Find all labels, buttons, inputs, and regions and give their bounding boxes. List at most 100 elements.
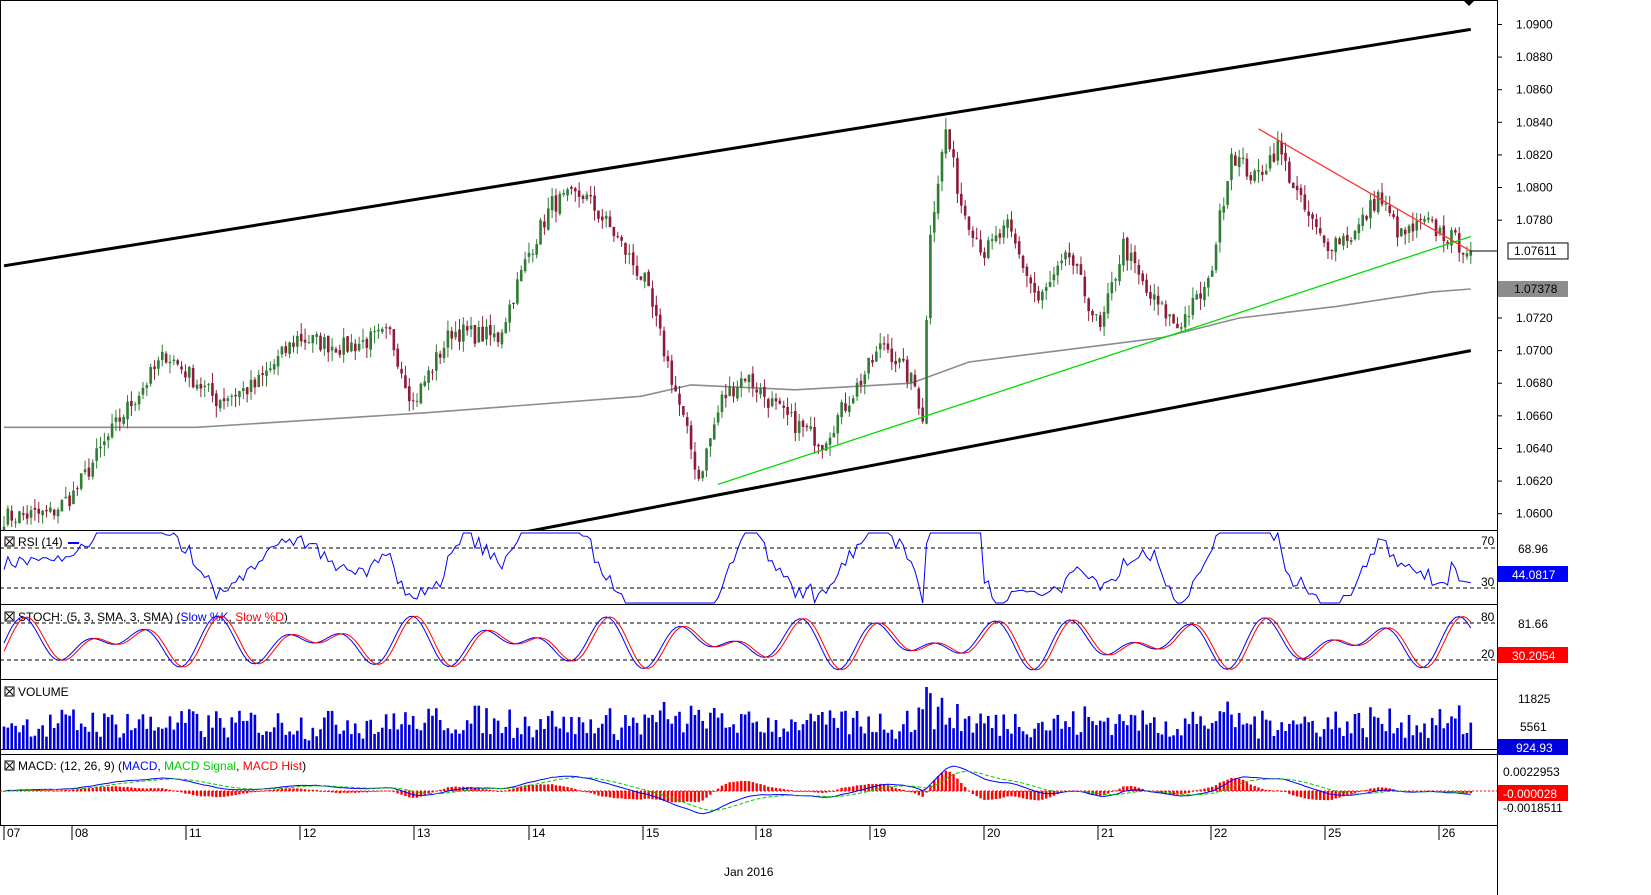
volume-panel[interactable]: VOLUME 11825 5561 924.93 bbox=[0, 685, 1568, 755]
candle-body bbox=[550, 196, 554, 211]
candle-body bbox=[828, 437, 832, 445]
macd-hist-bar bbox=[743, 781, 747, 791]
volume-bar bbox=[612, 734, 616, 749]
volume-bar bbox=[952, 728, 955, 749]
volume-bar bbox=[570, 716, 573, 749]
volume-bar bbox=[184, 722, 187, 749]
candle-body bbox=[1014, 233, 1017, 244]
volume-bar bbox=[353, 723, 357, 749]
macd-hist-bar bbox=[620, 791, 623, 799]
volume-bar bbox=[411, 715, 415, 749]
macd-hist-bar bbox=[1010, 791, 1013, 797]
candle-body bbox=[840, 402, 843, 418]
macd-hist-bar bbox=[705, 791, 708, 798]
volume-bar bbox=[797, 730, 801, 749]
stoch-panel[interactable]: STOCH: (5, 3, SMA, 3, SMA) (Slow %K, Slo… bbox=[0, 610, 1568, 671]
rsi-panel[interactable]: RSI (14) 70 30 68.96 44.0817 bbox=[0, 531, 1568, 605]
macd-hist-bar bbox=[1199, 789, 1202, 791]
macd-hist-bar bbox=[1292, 791, 1295, 796]
candle-body bbox=[1203, 286, 1206, 301]
macd-hist-bar bbox=[956, 778, 959, 791]
candle-body bbox=[1330, 249, 1334, 251]
candle-body bbox=[948, 129, 951, 150]
volume-bar bbox=[419, 730, 423, 749]
macd-hist-bar bbox=[740, 780, 743, 791]
macd-panel[interactable]: MACD: (12, 26, 9) (MACD, MACD Signal, MA… bbox=[0, 759, 1568, 815]
volume-bar bbox=[763, 732, 766, 749]
candle-body bbox=[1226, 181, 1229, 205]
volume-bar bbox=[979, 713, 982, 749]
macd-label-prefix: MACD: (12, 26, 9) ( bbox=[18, 759, 122, 773]
volume-bar bbox=[481, 733, 484, 749]
macd-hist-bar bbox=[1180, 791, 1183, 795]
candle-body bbox=[1299, 188, 1303, 195]
candle-body bbox=[326, 335, 330, 353]
macd-hist-bar bbox=[1021, 791, 1025, 799]
macd-hist-bar bbox=[960, 782, 963, 791]
macd-hist-bar bbox=[25, 790, 29, 791]
candle-body bbox=[925, 320, 928, 424]
candle-body bbox=[10, 510, 14, 521]
candle-body bbox=[438, 353, 442, 358]
volume-bar bbox=[685, 723, 689, 749]
volume-bar bbox=[543, 728, 546, 749]
candle-body bbox=[832, 432, 836, 438]
macd-axis-tick-2: -0.0018511 bbox=[1503, 801, 1563, 815]
macd-hist-bar bbox=[134, 787, 137, 791]
macd-hist-bar bbox=[504, 790, 507, 792]
macd-hist-bar bbox=[1187, 791, 1191, 793]
volume-bar bbox=[133, 728, 137, 749]
candle-body bbox=[442, 347, 446, 359]
candle-body bbox=[894, 360, 897, 365]
volume-bar bbox=[1253, 716, 1256, 749]
candle-body bbox=[60, 499, 64, 512]
macd-hist-bar bbox=[288, 788, 291, 791]
volume-bar bbox=[462, 730, 465, 749]
macd-hist-bar bbox=[612, 791, 616, 799]
volume-bar bbox=[195, 713, 199, 749]
volume-bar bbox=[1218, 711, 1222, 749]
macd-hist-bar bbox=[917, 791, 921, 796]
macd-hist-bar bbox=[1373, 788, 1376, 791]
volume-bar bbox=[1380, 723, 1384, 749]
volume-bar bbox=[1295, 724, 1299, 749]
macd-hist-bar bbox=[45, 790, 48, 792]
macd-hist-bar bbox=[157, 788, 160, 791]
volume-bar bbox=[203, 737, 207, 749]
candle-body bbox=[130, 401, 133, 407]
macd-hist-bar bbox=[543, 784, 546, 791]
macd-hist-bar bbox=[296, 788, 299, 791]
macd-hist-bar bbox=[68, 790, 71, 792]
macd-hist-bar bbox=[369, 791, 372, 792]
volume-bar bbox=[473, 705, 477, 749]
candle-body bbox=[72, 490, 75, 505]
macd-hist-bar bbox=[581, 791, 585, 792]
volume-bar bbox=[1315, 732, 1318, 749]
candle-body bbox=[1141, 273, 1144, 282]
macd-hist-bar bbox=[770, 787, 774, 791]
macd-hist-bar bbox=[242, 791, 245, 794]
macd-hist-bar bbox=[508, 789, 511, 791]
volume-bar bbox=[651, 714, 654, 749]
volume-bar bbox=[674, 715, 677, 749]
candle-body bbox=[199, 384, 203, 389]
price-panel[interactable] bbox=[2, 27, 1473, 543]
macd-hist-bar bbox=[701, 791, 704, 801]
volume-bar bbox=[489, 734, 492, 749]
candle-body bbox=[1068, 252, 1071, 258]
volume-bar bbox=[1083, 706, 1087, 749]
volume-bar bbox=[1454, 718, 1457, 749]
candle-body bbox=[797, 421, 801, 433]
price-tick-label: 1.0620 bbox=[1516, 474, 1553, 488]
candle-body bbox=[373, 331, 376, 333]
volume-bar bbox=[141, 714, 145, 749]
volume-bar bbox=[91, 712, 95, 749]
candle-body bbox=[1345, 235, 1349, 241]
candle-body bbox=[22, 513, 25, 515]
volume-bar bbox=[940, 697, 944, 749]
volume-bar bbox=[342, 730, 345, 749]
macd-hist-bar bbox=[377, 790, 380, 792]
scroll-marker-icon[interactable] bbox=[1463, 0, 1475, 6]
macd-hist-bar bbox=[682, 791, 685, 803]
